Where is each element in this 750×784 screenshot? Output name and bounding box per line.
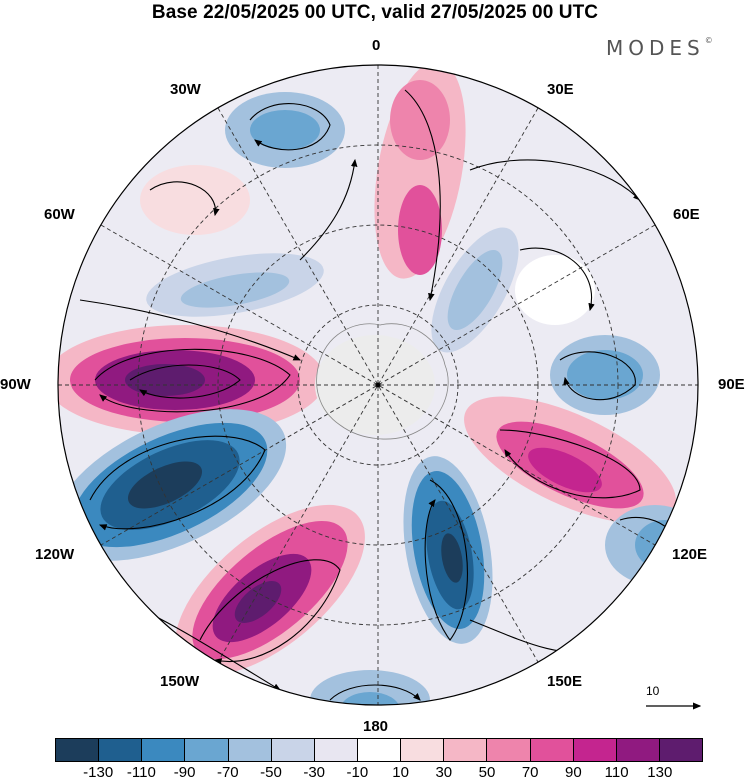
colorbar-swatch xyxy=(185,739,229,761)
copyright-mark: © xyxy=(704,36,713,45)
coastline xyxy=(316,323,449,440)
colorbar-ticks: -130 -110 -90 -70 -50 -30 -10 10 30 50 70 90 110 130 xyxy=(55,764,703,784)
colorbar-tick-label: -70 xyxy=(216,764,239,781)
anomaly-shading xyxy=(58,65,698,705)
colorbar-tick-label: 50 xyxy=(478,764,496,781)
colorbar-tick-label: -130 xyxy=(83,764,114,781)
lon-label-90e: 90E xyxy=(718,376,745,393)
colorbar-swatch xyxy=(659,739,703,761)
lon-label-60e: 60E xyxy=(673,206,700,223)
south-pole-marker xyxy=(375,382,381,388)
colorbar xyxy=(55,738,703,762)
brand-text: MODES xyxy=(606,36,705,60)
colorbar-swatch xyxy=(99,739,143,761)
lon-label-150e: 150E xyxy=(547,673,583,690)
lon-label-30w: 30W xyxy=(170,81,201,98)
colorbar-swatch xyxy=(487,739,531,761)
colorbar-swatch xyxy=(401,739,445,761)
colorbar-swatch xyxy=(444,739,488,761)
modes-logo: MODES© xyxy=(606,36,713,60)
colorbar-tick-label: 90 xyxy=(565,764,582,781)
lon-label-90w: 90W xyxy=(0,376,31,393)
colorbar-tick-label: 130 xyxy=(647,764,673,781)
lon-label-150w: 150W xyxy=(160,673,200,690)
colorbar-tick-label: 10 xyxy=(392,764,409,781)
colorbar-swatch xyxy=(573,739,617,761)
colorbar-tick-label: 30 xyxy=(435,764,453,781)
lon-label-180: 180 xyxy=(363,718,389,735)
lon-label-0: 0 xyxy=(372,37,381,54)
colorbar-swatch xyxy=(56,739,100,761)
colorbar-swatch xyxy=(228,739,272,761)
chart-title: Base 22/05/2025 00 UTC, valid 27/05/2025… xyxy=(151,2,599,23)
map-boundary xyxy=(57,64,699,706)
colorbar-tick-label: -90 xyxy=(173,764,196,781)
lon-label-30e: 30E xyxy=(547,81,574,98)
colorbar-tick-label: -110 xyxy=(126,764,156,781)
lon-label-60w: 60W xyxy=(44,206,75,223)
colorbar-tick-label: -30 xyxy=(303,764,326,781)
colorbar-swatch xyxy=(271,739,315,761)
colorbar-tick-label: -10 xyxy=(346,764,369,781)
colorbar-swatch xyxy=(530,739,574,761)
colorbar-tick-label: 70 xyxy=(521,764,539,781)
colorbar-swatch xyxy=(357,739,402,761)
reference-vector-label: 10 xyxy=(646,684,660,698)
lon-label-120e: 120E xyxy=(672,546,708,563)
colorbar-swatch xyxy=(314,739,358,761)
colorbar-swatch xyxy=(142,739,186,761)
colorbar-swatch xyxy=(616,739,660,761)
colorbar-tick-label: -50 xyxy=(260,764,282,781)
colorbar-tick-label: 110 xyxy=(604,764,629,781)
lon-label-120w: 120W xyxy=(35,546,75,563)
